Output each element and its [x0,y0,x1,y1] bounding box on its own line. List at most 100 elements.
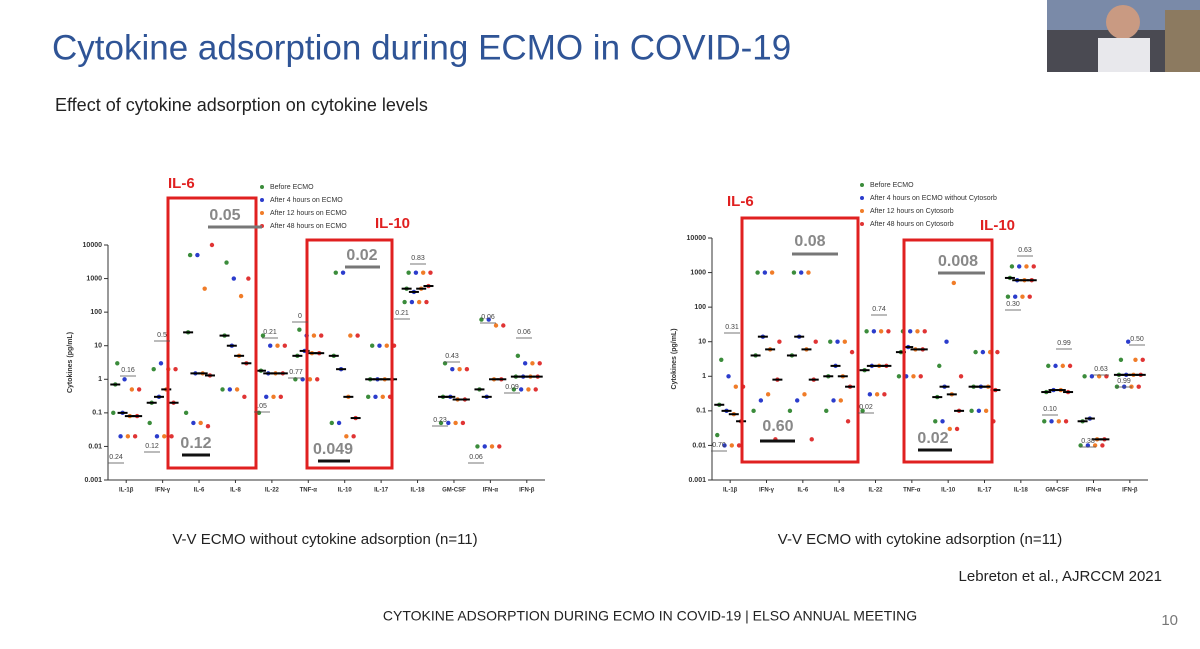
data-point [824,408,829,414]
data-point [533,387,538,392]
data-point [511,387,517,392]
data-point [493,323,499,328]
data-point [482,444,487,449]
data-point [1042,419,1047,424]
data-point [122,377,127,382]
data-point [151,366,156,372]
data-point [384,343,389,348]
data-point [911,374,916,379]
data-point [795,398,800,403]
data-point [518,387,524,392]
data-point [205,424,211,429]
data-point [765,392,771,397]
data-point [173,366,178,372]
data-point [234,387,240,392]
p-value: 0.43 [445,353,459,360]
data-point [111,410,116,416]
data-point [1027,294,1032,299]
data-point [1046,363,1051,369]
data-point [195,252,200,258]
data-point [154,434,160,439]
data-point [183,410,189,416]
data-point [278,394,283,400]
x-tick-label: IL-1β [119,488,134,494]
data-point [758,398,764,403]
data-point [878,329,884,334]
highlight-label: IL-6 [727,193,754,210]
x-tick-label: IL-17 [977,488,992,494]
p-value-highlight: 0.008 [938,253,978,270]
data-point [842,339,847,344]
y-tick-label: 0.01 [88,443,102,450]
x-tick-label: IFN-β [1122,488,1138,494]
data-point [806,270,811,275]
data-point [838,398,843,403]
legend-label: After 12 hours on ECMO [270,210,347,217]
data-point [933,419,938,424]
data-point [733,384,738,389]
y-tick-label: 1000 [86,275,102,282]
highlight-box [166,196,258,470]
data-point [849,349,855,355]
p-value: 0.30 [1006,301,1020,308]
x-tick-label: IL-8 [230,488,241,494]
y-tick-label: 0.1 [696,408,706,415]
chart-caption: V-V ECMO with cytokine adsorption (n=11) [778,531,1062,548]
data-point [983,408,989,414]
data-point [242,394,247,400]
data-point [1067,363,1073,369]
data-point [719,357,724,362]
x-tick-label: IFN-α [1086,488,1102,494]
data-point [1020,294,1025,299]
p-value: 0.06 [481,314,495,321]
p-value: 0.63 [1094,366,1108,373]
data-point [453,420,458,426]
legend-marker [860,196,864,200]
y-axis-title: Cytokines (pg/mL) [67,332,74,393]
legend-label: Before ECMO [870,182,914,189]
legend-marker [260,211,264,215]
data-point [297,327,302,332]
data-point [336,420,342,426]
data-point [751,408,756,414]
data-point [187,252,193,258]
data-point [162,434,167,439]
data-point [1005,294,1011,299]
data-point [446,420,451,426]
highlight-box [740,216,860,464]
data-point [882,392,887,397]
data-point [1126,339,1131,344]
y-tick-label: 10000 [83,242,103,249]
p-value-highlight: 0.02 [917,430,948,447]
data-point [951,280,956,286]
data-point [125,434,131,439]
citation: Lebreton et al., AJRCCM 2021 [959,568,1162,585]
data-point [136,387,142,392]
data-point [715,432,720,438]
x-tick-label: GM-CSF [442,488,466,494]
slide-title: Cytokine adsorption during ECMO in COVID… [52,28,791,67]
data-point [947,426,952,432]
data-point [522,361,528,366]
data-point [202,286,207,291]
data-point [489,444,495,449]
data-point [1013,294,1018,299]
x-tick-label: IL-6 [194,488,205,494]
data-point [867,392,873,397]
chart-caption: V-V ECMO without cytokine adsorption (n=… [172,531,477,548]
p-value-highlight: 0.049 [313,441,353,458]
data-point [275,343,280,348]
x-tick-label: IFN-γ [155,488,171,494]
p-value: 0.99 [1057,340,1071,347]
data-point [1092,443,1098,448]
data-point [373,394,378,400]
data-point [260,333,266,338]
data-point [129,387,135,392]
data-point [736,443,742,448]
data-point [871,329,877,334]
data-point [530,361,535,366]
data-point [526,387,531,392]
data-point [370,343,375,348]
legend-label: After 4 hours on ECMO [270,197,343,204]
y-tick-label: 1000 [690,269,706,276]
